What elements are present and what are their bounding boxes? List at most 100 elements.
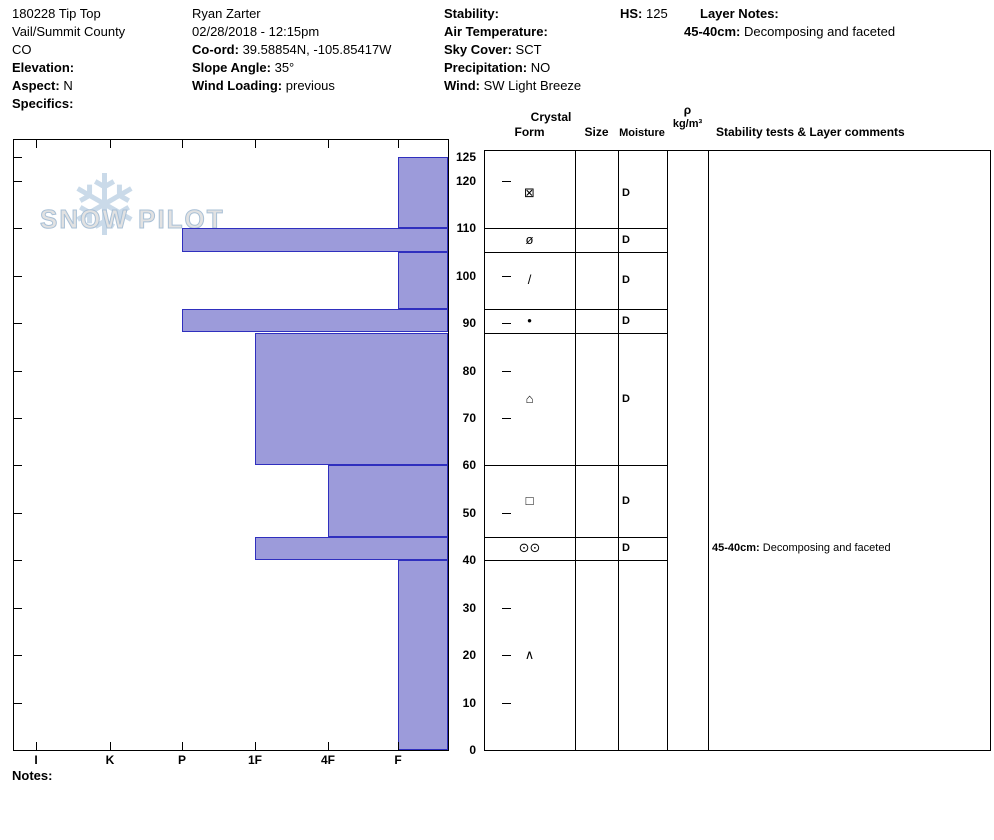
moisture-value: D: [622, 234, 630, 246]
depth-label: 120: [455, 173, 476, 188]
wind-loading-label: Wind Loading:: [192, 78, 283, 93]
depth-tick: [14, 157, 22, 158]
hs-row: HS: 125: [620, 5, 668, 23]
moisture-value: D: [622, 314, 630, 327]
precipitation-label: Precipitation:: [444, 60, 528, 75]
layer-boundary-line: [484, 228, 667, 230]
pit-title: 180228 Tip Top: [12, 6, 101, 21]
moisture-value: D: [622, 186, 630, 199]
layer-boundary-line: [484, 536, 667, 538]
depth-tick: [14, 655, 22, 657]
hardness-axis-label: P: [177, 753, 186, 767]
crystal-form-symbol: ⌂: [525, 390, 534, 406]
depth-tick: [14, 607, 22, 609]
depth-tick: [14, 512, 22, 514]
form-column-depth-tick: [502, 323, 511, 324]
crystal-form-symbol: ⊙⊙: [518, 540, 541, 556]
depth-label: 125: [455, 150, 476, 164]
aspect-row: Aspect: N: [12, 77, 125, 95]
hardness-tick-top: [36, 140, 37, 148]
table-border-line: [484, 750, 991, 751]
hardness-axis-label: 1F: [247, 753, 262, 767]
depth-label: 10: [462, 695, 476, 710]
depth-label: 80: [462, 363, 476, 378]
depth-label: 20: [462, 648, 476, 663]
moisture-value: D: [622, 494, 630, 507]
hardness-tick-top: [255, 140, 256, 148]
depth-label: 70: [462, 410, 476, 425]
layer-note-text: Decomposing and faceted: [744, 24, 896, 39]
hs-label: HS:: [620, 6, 643, 21]
layer-notes-label: Layer Notes:: [700, 6, 779, 21]
pit-region: Vail/Summit County: [12, 24, 126, 39]
layer-boundary-line: [484, 465, 667, 467]
table-border-line: [618, 150, 619, 751]
layer-comment: 45-40cm: Decomposing and faceted: [712, 541, 988, 555]
snowpilot-watermark: ❄ SNOW PILOT: [14, 140, 264, 280]
observer-name: Ryan Zarter: [192, 6, 261, 21]
column-header-crystal: Crystal: [530, 110, 572, 124]
header-site-block: 180228 Tip Top Vail/Summit County CO Ele…: [12, 5, 125, 113]
header-observer-block: Ryan Zarter 02/28/2018 - 12:15pm Co-ord:…: [192, 5, 391, 95]
snowflake-icon: ❄: [69, 159, 141, 254]
depth-tick: [14, 560, 22, 562]
hardness-bar: [255, 536, 448, 561]
column-header-form: Form: [514, 125, 545, 139]
depth-tick: [14, 228, 22, 230]
form-column-depth-tick: [502, 370, 511, 372]
form-column-depth-tick: [502, 275, 511, 277]
crystal-form-symbol: ⊠: [524, 184, 535, 200]
hardness-tick-bottom: [398, 742, 399, 750]
coordinates-label: Co-ord:: [192, 42, 239, 57]
depth-tick: [14, 465, 22, 467]
slope-angle-label: Slope Angle:: [192, 60, 271, 75]
layer-comment-text: Decomposing and faceted: [762, 542, 891, 555]
specifics-label: Specifics:: [12, 96, 74, 111]
moisture-value: D: [622, 392, 630, 405]
elevation-label: Elevation:: [12, 60, 75, 75]
depth-label: 0: [469, 743, 476, 757]
hardness-bar: [398, 157, 448, 229]
crystal-form-symbol: □: [525, 492, 534, 508]
depth-label: 90: [462, 316, 476, 330]
specifics-row: Specifics:: [12, 95, 125, 113]
table-border-line: [667, 150, 668, 751]
form-column-depth-tick: [502, 607, 511, 609]
depth-tick: [14, 323, 22, 324]
hardness-axis-label: F: [394, 753, 402, 767]
table-border-line: [484, 150, 991, 151]
hardness-axis-label: I: [34, 753, 38, 767]
form-column-depth-tick: [502, 417, 511, 419]
air-temp-row: Air Temperature:: [444, 23, 581, 41]
depth-tick: [14, 370, 22, 372]
hardness-axis-label: K: [105, 753, 115, 767]
hardness-tick-bottom: [328, 742, 329, 750]
depth-label: 60: [462, 458, 476, 473]
header-layer-notes-block: Layer Notes: 45-40cm: Decomposing and fa…: [684, 5, 895, 41]
hardness-tick-bottom: [255, 742, 256, 750]
form-column-depth-tick: [502, 655, 511, 657]
layer-boundary-line: [484, 560, 667, 562]
hardness-bar: [328, 465, 448, 537]
depth-label: 40: [462, 553, 476, 568]
hardness-tick-bottom: [182, 742, 183, 750]
layer-notes-heading: Layer Notes:: [684, 5, 895, 23]
slope-angle-value: 35°: [274, 60, 295, 75]
hs-value: 125: [646, 6, 668, 21]
form-column-depth-tick: [502, 702, 511, 704]
wind-loading-value: previous: [285, 78, 335, 93]
layer-note-range: 45-40cm:: [684, 24, 741, 39]
hardness-tick-top: [182, 140, 183, 148]
crystal-form-symbol: ø: [525, 232, 534, 247]
slope-angle-row: Slope Angle: 35°: [192, 59, 391, 77]
depth-label: 100: [455, 268, 476, 283]
aspect-value: N: [63, 78, 73, 93]
layer-comment-range: 45-40cm:: [712, 542, 763, 555]
stability-row: Stability:: [444, 5, 581, 23]
form-column-depth-tick: [502, 512, 511, 514]
depth-label: 30: [462, 600, 476, 615]
pit-state: CO: [12, 42, 32, 57]
sky-cover-label: Sky Cover:: [444, 42, 512, 57]
table-border-line: [575, 150, 576, 751]
